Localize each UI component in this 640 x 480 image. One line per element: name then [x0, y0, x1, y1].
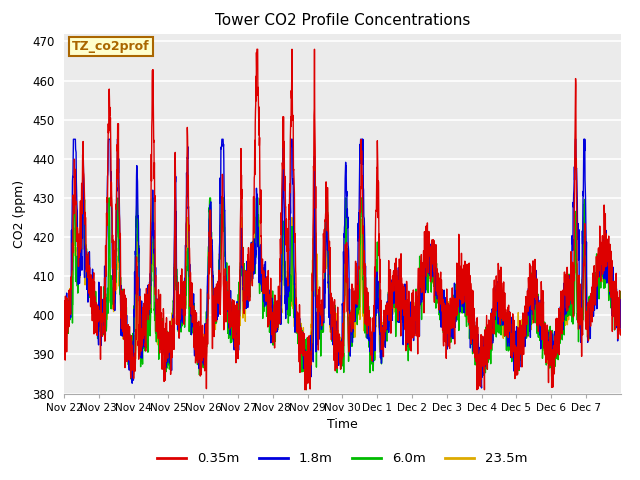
Y-axis label: CO2 (ppm): CO2 (ppm) — [13, 180, 26, 248]
X-axis label: Time: Time — [327, 418, 358, 431]
Title: Tower CO2 Profile Concentrations: Tower CO2 Profile Concentrations — [214, 13, 470, 28]
Text: TZ_co2prof: TZ_co2prof — [72, 40, 150, 53]
Legend: 0.35m, 1.8m, 6.0m, 23.5m: 0.35m, 1.8m, 6.0m, 23.5m — [152, 447, 532, 470]
